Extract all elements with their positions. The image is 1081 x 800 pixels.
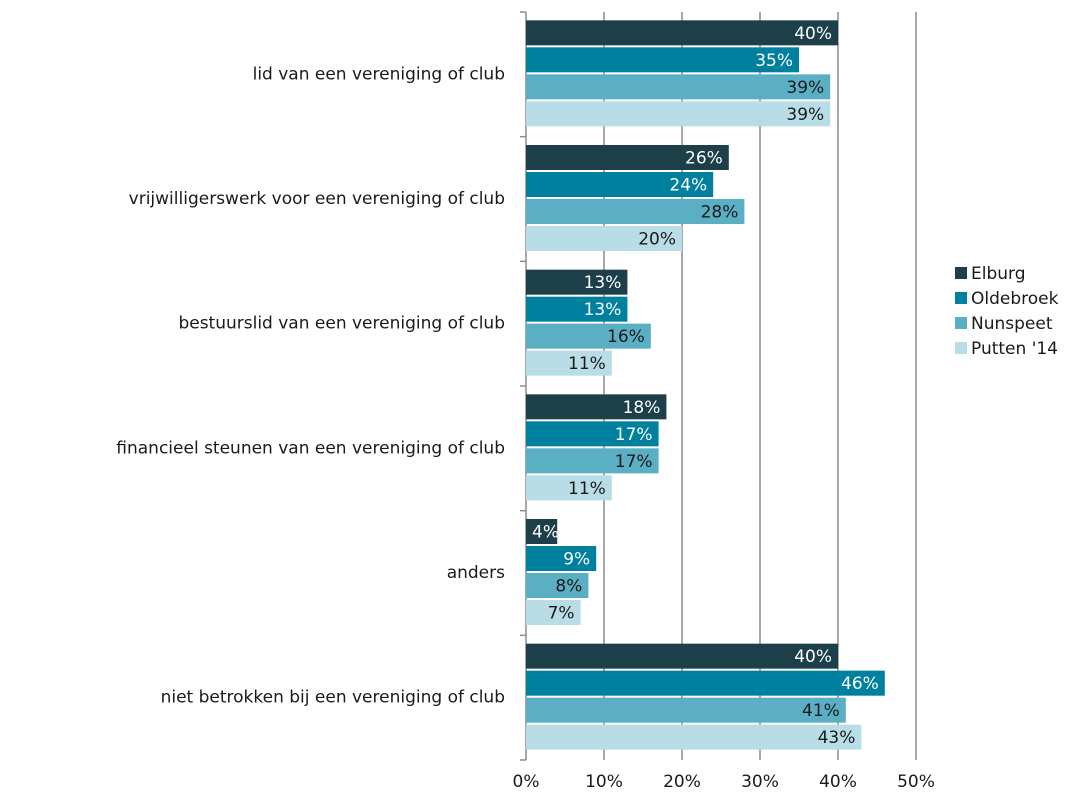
data-label: 35%	[755, 51, 793, 71]
bar-group: 17%	[526, 448, 659, 474]
bar	[526, 323, 651, 349]
legend-swatch	[955, 317, 967, 329]
bar	[526, 519, 558, 544]
bar-group: 17%	[526, 421, 659, 447]
x-tick-label: 10%	[585, 772, 623, 792]
bar-group: 40%	[526, 643, 838, 669]
bar	[526, 670, 885, 696]
data-label: 16%	[607, 327, 645, 347]
bar	[526, 199, 745, 224]
data-label: 40%	[794, 24, 832, 44]
x-tick-label: 0%	[513, 772, 540, 792]
data-label: 11%	[568, 479, 606, 499]
bar-group: 35%	[526, 47, 799, 73]
legend-label: Elburg	[971, 264, 1026, 284]
bar	[526, 296, 628, 322]
bar	[526, 47, 799, 73]
bar	[526, 20, 838, 46]
data-label: 13%	[584, 300, 622, 320]
bar-group: 11%	[526, 350, 612, 376]
bar-group: 13%	[526, 269, 628, 295]
bar	[526, 101, 831, 127]
bar-group: 16%	[526, 323, 651, 349]
x-tick-label: 50%	[897, 772, 935, 792]
bar	[526, 573, 589, 598]
bar-group: 39%	[526, 74, 831, 100]
bar-group: 20%	[526, 226, 682, 251]
bar	[526, 475, 612, 501]
category-label: bestuurslid van een vereniging of club	[178, 314, 505, 334]
x-tick-label: 40%	[819, 772, 857, 792]
data-label: 17%	[615, 452, 653, 472]
legend-label: Putten '14	[971, 339, 1058, 359]
legend-swatch	[955, 267, 967, 279]
data-label: 28%	[701, 203, 739, 223]
legend-label: Oldebroek	[971, 289, 1059, 309]
data-label: 24%	[669, 176, 707, 196]
bar	[526, 394, 667, 420]
data-label: 7%	[548, 604, 575, 624]
data-label: 4%	[532, 523, 559, 543]
bar-group: 18%	[526, 394, 667, 420]
bar	[526, 724, 862, 750]
bar-group: 43%	[526, 724, 862, 750]
category-label: financieel steunen van een vereniging of…	[116, 438, 505, 458]
bar	[526, 226, 682, 251]
bar	[526, 421, 659, 447]
bar-group: 24%	[526, 172, 714, 197]
bar	[526, 697, 846, 723]
bar-group: 4%	[526, 519, 559, 544]
bar	[526, 600, 581, 625]
x-tick-label: 30%	[741, 772, 779, 792]
bar-group: 7%	[526, 600, 581, 625]
bar-group: 13%	[526, 296, 628, 322]
bar	[526, 546, 597, 571]
legend-label: Nunspeet	[971, 314, 1053, 334]
bar-group: 46%	[526, 670, 885, 696]
category-label: niet betrokken bij een vereniging of clu…	[161, 688, 505, 708]
bar-group: 40%	[526, 20, 838, 46]
bar-group: 8%	[526, 573, 589, 598]
category-label: lid van een vereniging of club	[253, 64, 505, 84]
bar	[526, 74, 831, 100]
bar-group: 39%	[526, 101, 831, 127]
data-label: 20%	[638, 230, 676, 250]
data-label: 26%	[685, 149, 723, 169]
data-label: 41%	[802, 701, 840, 721]
bar	[526, 269, 628, 295]
legend-swatch	[955, 342, 967, 354]
data-label: 46%	[841, 674, 879, 694]
bar-group: 26%	[526, 145, 729, 170]
data-label: 17%	[615, 425, 653, 445]
category-label: vrijwilligerswerk voor een vereniging of…	[129, 189, 505, 209]
data-label: 13%	[584, 273, 622, 293]
data-label: 39%	[786, 78, 824, 98]
bar	[526, 643, 838, 669]
bar-group: 11%	[526, 475, 612, 501]
data-label: 8%	[555, 577, 582, 597]
bar-group: 9%	[526, 546, 597, 571]
bar	[526, 145, 729, 170]
data-label: 18%	[623, 398, 661, 418]
data-label: 39%	[786, 105, 824, 125]
data-label: 11%	[568, 354, 606, 374]
data-label: 40%	[794, 647, 832, 667]
x-tick-label: 20%	[663, 772, 701, 792]
bar	[526, 350, 612, 376]
data-label: 9%	[563, 550, 590, 570]
data-label: 43%	[818, 728, 856, 748]
bar	[526, 172, 714, 197]
category-label: anders	[447, 563, 505, 583]
legend-swatch	[955, 292, 967, 304]
bar	[526, 448, 659, 474]
bar-group: 28%	[526, 199, 745, 224]
bar-group: 41%	[526, 697, 846, 723]
